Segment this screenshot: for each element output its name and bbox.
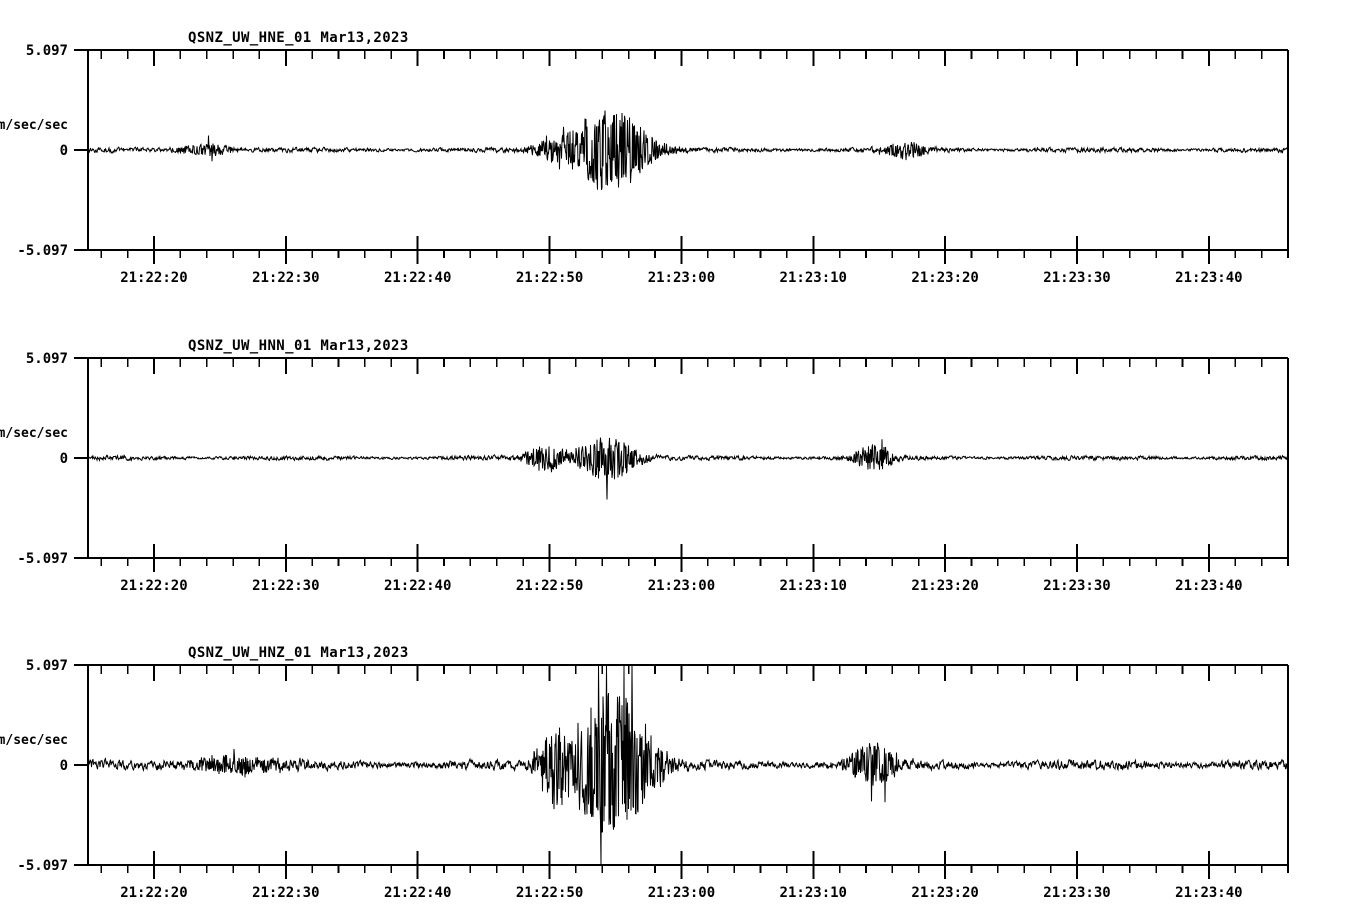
x-axis-tick-label: 21:23:30 (1043, 270, 1110, 286)
y-axis-min-label-hnz: -5.097 (17, 858, 68, 874)
x-axis-ticks-hnn (100, 358, 1289, 572)
x-axis-tick-label: 21:22:20 (120, 578, 187, 594)
x-axis-tick-label: 21:23:40 (1175, 270, 1242, 286)
x-axis-tick-label: 21:22:30 (252, 578, 319, 594)
x-axis-tick-label: 21:22:30 (252, 885, 319, 901)
x-axis-tick-label: 21:22:50 (516, 885, 583, 901)
waveform-trace-hnn (87, 437, 1289, 500)
y-axis-zero-label-hnn: 0 (60, 451, 68, 467)
waveform-trace-hnz (87, 664, 1289, 866)
x-axis-tick-label: 21:22:20 (120, 270, 187, 286)
x-axis-tick-label: 21:22:40 (384, 578, 451, 594)
y-axis-max-label-hne: 5.097 (26, 43, 68, 59)
plot-frame-hnz (87, 664, 1289, 866)
x-axis-tick-label: 21:23:20 (911, 578, 978, 594)
x-axis-tick-label: 21:23:40 (1175, 885, 1242, 901)
y-axis-unit-label-hnz: cm/sec/sec (0, 733, 68, 748)
x-axis-tick-label: 21:22:50 (516, 270, 583, 286)
x-axis-tick-label: 21:23:10 (780, 885, 847, 901)
x-axis-tick-label: 21:22:20 (120, 885, 187, 901)
y-axis-zero-label-hne: 0 (60, 143, 68, 159)
x-axis-tick-label: 21:23:10 (780, 578, 847, 594)
y-axis-min-label-hne: -5.097 (17, 243, 68, 259)
panel-title-hne: QSNZ_UW_HNE_01 Mar13,2023 (188, 30, 409, 46)
x-axis-tick-label: 21:22:30 (252, 270, 319, 286)
y-axis-zero-label-hnz: 0 (60, 758, 68, 774)
y-axis-ticks-hne (74, 49, 88, 251)
x-axis-ticks-hnz (100, 665, 1289, 879)
x-axis-tick-label: 21:23:30 (1043, 885, 1110, 901)
waveform-trace-hne (87, 110, 1289, 191)
x-axis-tick-label: 21:23:30 (1043, 578, 1110, 594)
y-axis-max-label-hnn: 5.097 (26, 351, 68, 367)
y-axis-ticks-hnz (74, 664, 88, 866)
x-axis-tick-label: 21:23:00 (648, 270, 715, 286)
x-axis-tick-label: 21:23:00 (648, 578, 715, 594)
y-axis-min-label-hnn: -5.097 (17, 551, 68, 567)
y-axis-unit-label-hne: cm/sec/sec (0, 118, 68, 133)
plot-frame-hnn (87, 357, 1289, 559)
y-axis-unit-label-hnn: cm/sec/sec (0, 426, 68, 441)
x-axis-tick-label: 21:23:20 (911, 270, 978, 286)
y-axis-ticks-hnn (74, 357, 88, 559)
panel-title-hnn: QSNZ_UW_HNN_01 Mar13,2023 (188, 338, 409, 354)
x-axis-tick-label: 21:23:10 (780, 270, 847, 286)
x-axis-tick-label: 21:23:00 (648, 885, 715, 901)
x-axis-tick-label: 21:22:40 (384, 270, 451, 286)
panel-title-hnz: QSNZ_UW_HNZ_01 Mar13,2023 (188, 645, 409, 661)
plot-frame-hne (87, 49, 1289, 251)
x-axis-tick-label: 21:22:40 (384, 885, 451, 901)
y-axis-max-label-hnz: 5.097 (26, 658, 68, 674)
x-axis-tick-label: 21:23:40 (1175, 578, 1242, 594)
x-axis-tick-label: 21:23:20 (911, 885, 978, 901)
x-axis-ticks-hne (100, 50, 1289, 264)
x-axis-tick-label: 21:22:50 (516, 578, 583, 594)
